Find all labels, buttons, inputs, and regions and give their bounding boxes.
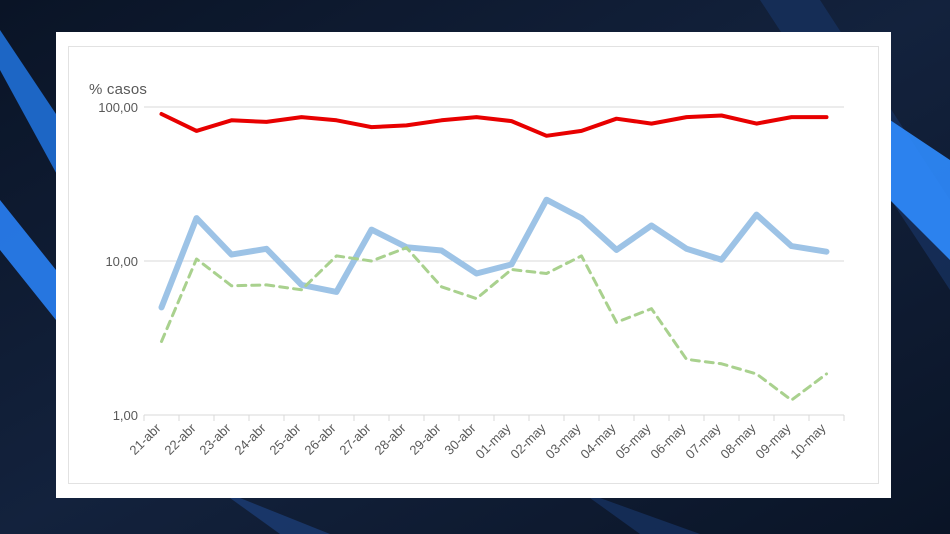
x-tick-label: 24-abr	[231, 420, 269, 458]
y-tick-label: 100,00	[98, 100, 138, 115]
y-axis-label: % casos	[89, 81, 148, 98]
x-tick-label: 07-may	[682, 420, 724, 462]
x-tick-label: 21-abr	[126, 420, 164, 458]
x-tick-label: 02-may	[507, 420, 549, 462]
x-tick-label: 23-abr	[196, 420, 234, 458]
y-tick-label: 10,00	[105, 254, 138, 269]
x-tick-label: 29-abr	[406, 420, 444, 458]
x-tick-label: 03-may	[542, 420, 584, 462]
x-tick-label: 09-may	[752, 420, 794, 462]
line-chart: 1,0010,00100,0021-abr22-abr23-abr24-abr2…	[98, 100, 845, 462]
x-tick-label: 04-may	[577, 420, 619, 462]
x-tick-label: 01-may	[472, 420, 514, 462]
x-tick-label: 22-abr	[161, 420, 199, 458]
green-series-line	[160, 246, 828, 402]
x-tick-label: 28-abr	[371, 420, 409, 458]
x-tick-label: 26-abr	[301, 420, 339, 458]
x-tick-label: 06-may	[647, 420, 689, 462]
blue-series-line	[158, 196, 830, 311]
y-tick-label: 1,00	[113, 408, 138, 423]
red-series-line	[159, 112, 829, 138]
chart-card: 1,00 10,00 100,00 21-abr 22-abr 23-abr 24-abr 2…	[56, 32, 891, 498]
x-tick-label: 25-abr	[266, 420, 304, 458]
x-tick-label: 10-may	[787, 420, 829, 462]
x-tick-label: 05-may	[612, 420, 654, 462]
x-tick-label: 08-may	[717, 420, 759, 462]
chart-frame: 1,00 10,00 100,00 21-abr 22-abr 23-abr 24-abr 2…	[68, 46, 879, 484]
x-tick-label: 27-abr	[336, 420, 374, 458]
